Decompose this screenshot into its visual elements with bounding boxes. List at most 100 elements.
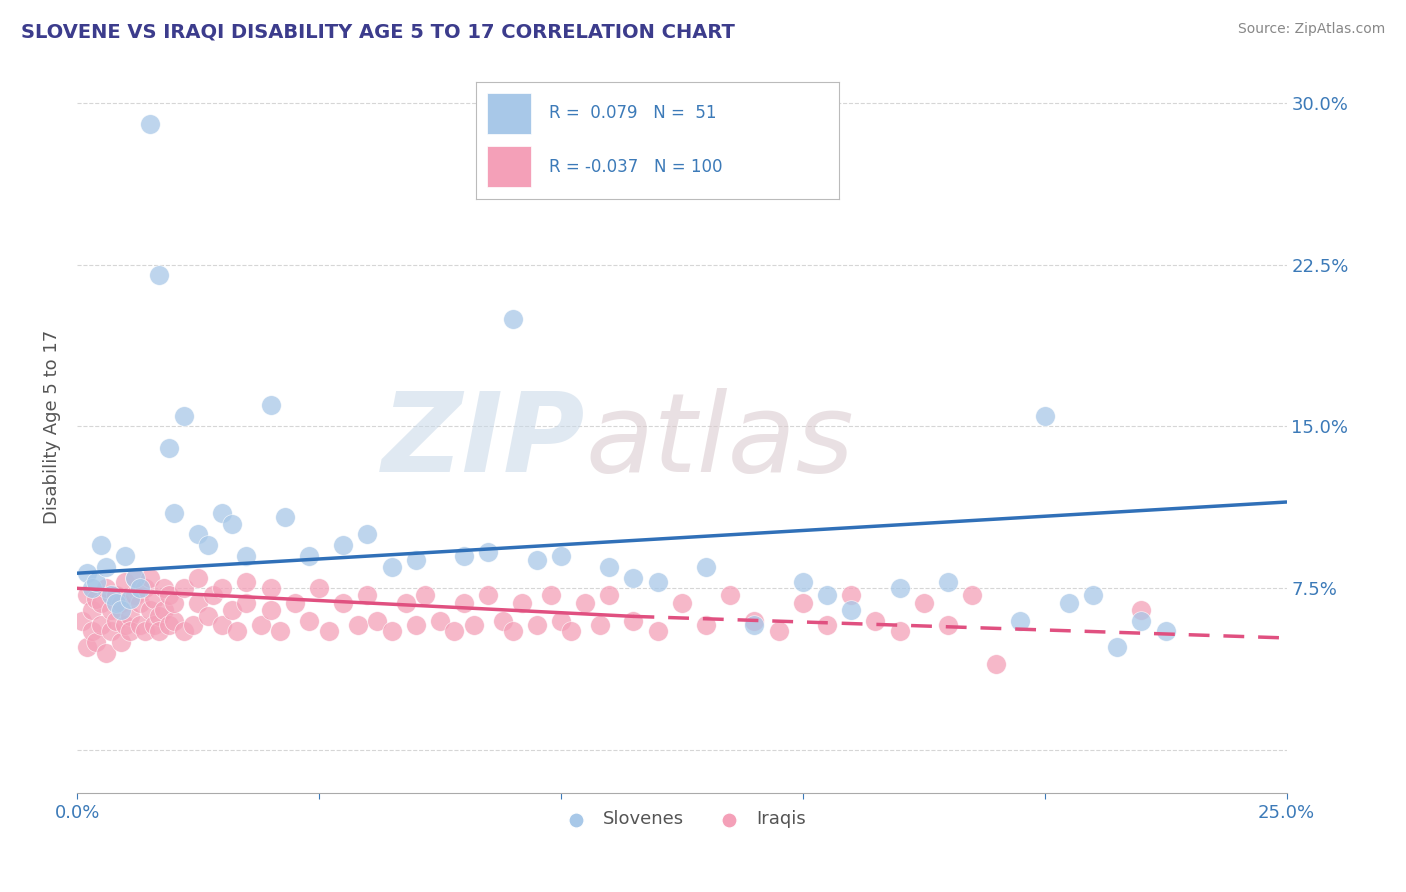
Point bbox=[143, 618, 166, 632]
Point bbox=[1081, 588, 1104, 602]
Point bbox=[124, 570, 146, 584]
Point bbox=[138, 603, 160, 617]
Point bbox=[90, 618, 112, 632]
Point bbox=[332, 538, 354, 552]
Point bbox=[366, 614, 388, 628]
Point bbox=[134, 624, 156, 639]
Point bbox=[695, 559, 717, 574]
Point bbox=[221, 603, 243, 617]
Point bbox=[623, 570, 645, 584]
Point bbox=[197, 538, 219, 552]
Point bbox=[187, 527, 209, 541]
Point bbox=[80, 582, 103, 596]
Point bbox=[259, 603, 281, 617]
Point bbox=[197, 609, 219, 624]
Point bbox=[86, 592, 108, 607]
Point bbox=[129, 618, 152, 632]
Point bbox=[647, 574, 669, 589]
Point bbox=[124, 588, 146, 602]
Point bbox=[510, 596, 533, 610]
Point bbox=[395, 596, 418, 610]
Y-axis label: Disability Age 5 to 17: Disability Age 5 to 17 bbox=[44, 329, 60, 524]
Point bbox=[235, 596, 257, 610]
Point bbox=[225, 624, 247, 639]
Point bbox=[463, 618, 485, 632]
Point bbox=[695, 618, 717, 632]
Point bbox=[114, 549, 136, 563]
Point bbox=[540, 588, 562, 602]
Point bbox=[181, 618, 204, 632]
Point bbox=[889, 582, 911, 596]
Point bbox=[76, 588, 98, 602]
Point bbox=[960, 588, 983, 602]
Point bbox=[114, 618, 136, 632]
Point bbox=[598, 588, 620, 602]
Point bbox=[114, 574, 136, 589]
Point bbox=[153, 603, 176, 617]
Point bbox=[76, 566, 98, 581]
Point bbox=[1057, 596, 1080, 610]
Point bbox=[129, 582, 152, 596]
Point bbox=[380, 624, 402, 639]
Point bbox=[259, 398, 281, 412]
Text: ZIP: ZIP bbox=[381, 388, 585, 495]
Point bbox=[134, 582, 156, 596]
Point bbox=[124, 570, 146, 584]
Point bbox=[221, 516, 243, 531]
Point bbox=[1010, 614, 1032, 628]
Point bbox=[588, 618, 610, 632]
Point bbox=[259, 582, 281, 596]
Point bbox=[148, 268, 170, 283]
Point bbox=[792, 596, 814, 610]
Point bbox=[526, 553, 548, 567]
Point bbox=[647, 624, 669, 639]
Point bbox=[163, 614, 186, 628]
Point bbox=[110, 603, 132, 617]
Point bbox=[104, 588, 127, 602]
Point bbox=[120, 624, 142, 639]
Point bbox=[274, 510, 297, 524]
Point bbox=[502, 311, 524, 326]
Point bbox=[148, 624, 170, 639]
Point bbox=[308, 582, 330, 596]
Point bbox=[110, 596, 132, 610]
Point bbox=[477, 544, 499, 558]
Point bbox=[1107, 640, 1129, 654]
Point bbox=[560, 624, 582, 639]
Point bbox=[550, 549, 572, 563]
Point bbox=[298, 614, 321, 628]
Point bbox=[574, 596, 596, 610]
Point bbox=[157, 588, 180, 602]
Point bbox=[76, 640, 98, 654]
Point bbox=[744, 618, 766, 632]
Point bbox=[173, 582, 195, 596]
Point bbox=[100, 588, 122, 602]
Point bbox=[865, 614, 887, 628]
Point bbox=[235, 574, 257, 589]
Text: SLOVENE VS IRAQI DISABILITY AGE 5 TO 17 CORRELATION CHART: SLOVENE VS IRAQI DISABILITY AGE 5 TO 17 … bbox=[21, 22, 735, 41]
Point bbox=[163, 506, 186, 520]
Point bbox=[815, 588, 838, 602]
Point bbox=[70, 614, 93, 628]
Point bbox=[453, 549, 475, 563]
Point bbox=[346, 618, 368, 632]
Point bbox=[623, 614, 645, 628]
Point bbox=[744, 614, 766, 628]
Text: Source: ZipAtlas.com: Source: ZipAtlas.com bbox=[1237, 22, 1385, 37]
Point bbox=[453, 596, 475, 610]
Point bbox=[138, 570, 160, 584]
Point bbox=[815, 618, 838, 632]
Point bbox=[187, 570, 209, 584]
Point bbox=[143, 592, 166, 607]
Point bbox=[792, 574, 814, 589]
Point bbox=[318, 624, 340, 639]
Point bbox=[405, 553, 427, 567]
Point bbox=[86, 635, 108, 649]
Point bbox=[443, 624, 465, 639]
Point bbox=[157, 618, 180, 632]
Point bbox=[120, 592, 142, 607]
Point bbox=[90, 538, 112, 552]
Point bbox=[163, 596, 186, 610]
Point bbox=[153, 582, 176, 596]
Point bbox=[1154, 624, 1177, 639]
